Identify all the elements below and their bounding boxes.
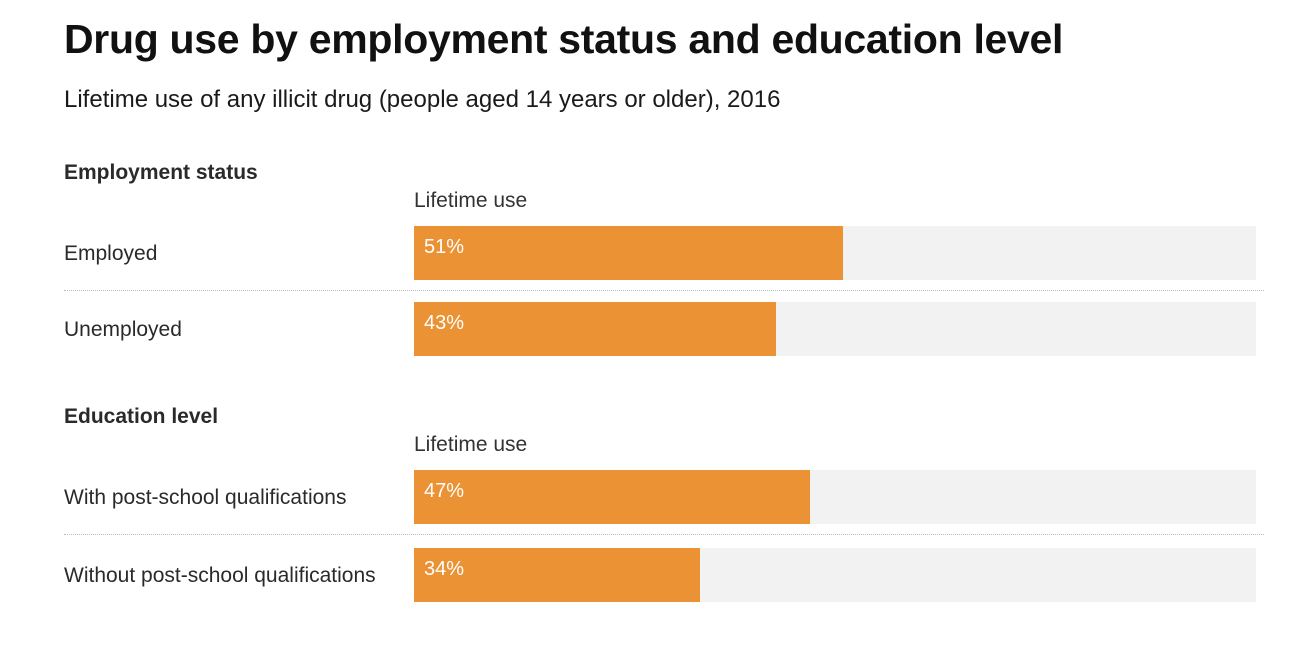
- category-label-unemployed: Unemployed: [64, 317, 182, 341]
- bar-row-with-post-school: With post-school qualifications 47%: [64, 470, 1264, 524]
- bar-track: 47%: [414, 470, 1256, 524]
- bar-employed: 51%: [414, 226, 844, 280]
- row-divider: [64, 534, 1264, 535]
- bar-row-without-post-school: Without post-school qualifications 34%: [64, 548, 1264, 602]
- column-label-employment: Lifetime use: [414, 189, 528, 212]
- chart-subtitle: Lifetime use of any illicit drug (people…: [64, 86, 781, 113]
- group-title-education: Education level: [64, 405, 219, 428]
- bar-track: 43%: [414, 302, 1256, 356]
- value-label-employed: 51%: [424, 236, 465, 258]
- category-label-employed: Employed: [64, 241, 158, 265]
- bar-unemployed: 43%: [414, 302, 777, 356]
- value-label-unemployed: 43%: [424, 312, 465, 334]
- bar-without-post-school: 34%: [414, 548, 701, 602]
- bar-track: 51%: [414, 226, 1256, 280]
- value-label-without-post-school: 34%: [424, 558, 465, 580]
- group-title-employment: Employment status: [64, 161, 258, 184]
- value-label-with-post-school: 47%: [424, 480, 465, 502]
- bar-track: 34%: [414, 548, 1256, 602]
- chart-title: Drug use by employment status and educat…: [64, 16, 1064, 62]
- category-label-without-post-school: Without post-school qualifications: [64, 563, 376, 587]
- column-label-education: Lifetime use: [414, 433, 528, 456]
- bar-row-unemployed: Unemployed 43%: [64, 302, 1264, 356]
- bar-row-employed: Employed 51%: [64, 226, 1264, 280]
- category-label-with-post-school: With post-school qualifications: [64, 485, 347, 509]
- bar-with-post-school: 47%: [414, 470, 810, 524]
- row-divider: [64, 290, 1264, 291]
